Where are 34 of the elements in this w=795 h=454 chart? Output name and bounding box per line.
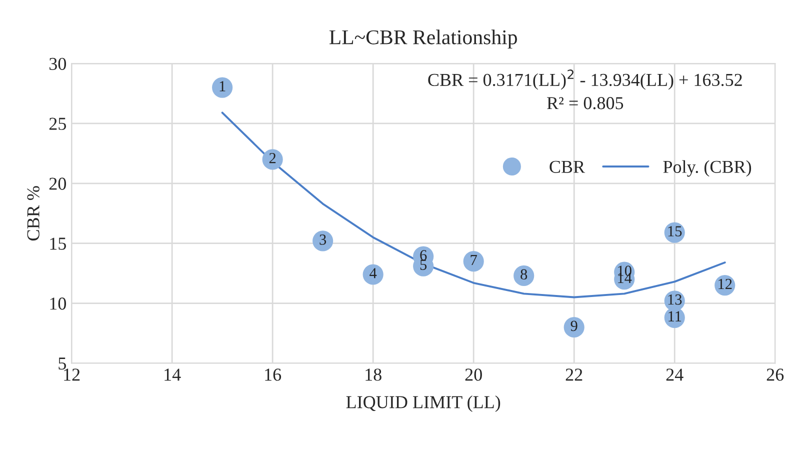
- legend-label: CBR: [550, 160, 586, 173]
- y-tick-label: 25: [49, 118, 66, 130]
- x-tick-label: 18: [366, 368, 382, 381]
- annotation: 8: [520, 269, 528, 280]
- annotation: 2: [269, 153, 276, 164]
- annotation: 7: [470, 254, 477, 265]
- y-axis-title: CBR %: [27, 186, 40, 240]
- legend-label: Poly. (CBR): [663, 160, 752, 177]
- y-tick-label: 15: [50, 238, 66, 250]
- annotation: 6: [420, 250, 427, 260]
- x-tick-label: 26: [766, 368, 784, 381]
- x-tick-label: 14: [164, 368, 181, 381]
- annotation: 4: [370, 268, 377, 278]
- annotation: 15: [668, 226, 682, 236]
- annotation: 1: [220, 81, 226, 92]
- annotation: 11: [668, 311, 682, 322]
- x-axis-title: LIQUID LIMIT (LL): [346, 396, 500, 412]
- annotation: CBR = 0.3171(LL)$^{2}$ - 13.934(LL) + 163.52: [428, 70, 742, 90]
- y-tick-label: 30: [49, 58, 66, 70]
- annotation: 12: [718, 278, 732, 289]
- x-tick-label: 12: [64, 368, 80, 381]
- x-tick-label: 22: [566, 368, 582, 381]
- annotation: 3: [320, 234, 326, 245]
- y-tick-label: 5: [58, 358, 66, 370]
- y-tick-label: 20: [49, 178, 66, 190]
- annotation: 13: [668, 294, 682, 305]
- annotation: R² = 0.805: [547, 97, 624, 110]
- x-tick-label: 16: [265, 368, 282, 381]
- annotation: 9: [570, 320, 578, 332]
- x-tick-label: 20: [465, 368, 482, 381]
- annotation: 5: [420, 260, 427, 270]
- y-tick-label: 10: [50, 298, 66, 310]
- chart-title: LL~CBR Relationship: [329, 30, 517, 49]
- x-tick-label: 24: [666, 368, 684, 381]
